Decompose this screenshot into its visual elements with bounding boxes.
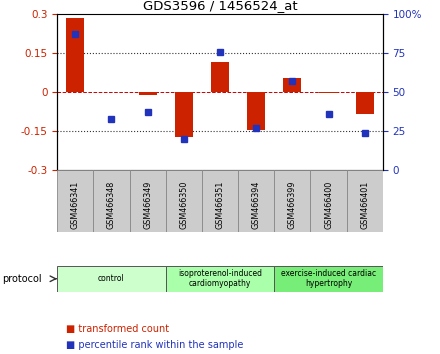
Text: GSM466399: GSM466399: [288, 180, 297, 229]
Bar: [238, 170, 274, 232]
Bar: [274, 170, 311, 232]
Bar: [66, 18, 84, 92]
Bar: [202, 170, 238, 232]
Text: exercise-induced cardiac
hypertrophy: exercise-induced cardiac hypertrophy: [281, 269, 376, 289]
Bar: [283, 78, 301, 92]
Bar: [319, 92, 337, 93]
Bar: [211, 62, 229, 92]
Text: isoproterenol-induced
cardiomyopathy: isoproterenol-induced cardiomyopathy: [178, 269, 262, 289]
Text: GSM466341: GSM466341: [71, 181, 80, 229]
Bar: [356, 92, 374, 114]
Bar: [93, 170, 129, 232]
Bar: [347, 170, 383, 232]
Bar: [274, 266, 383, 292]
Bar: [247, 92, 265, 130]
Bar: [166, 170, 202, 232]
Bar: [57, 170, 93, 232]
Text: protocol: protocol: [2, 274, 42, 284]
Text: ■ percentile rank within the sample: ■ percentile rank within the sample: [66, 340, 243, 350]
Text: GSM466401: GSM466401: [360, 181, 369, 229]
Bar: [166, 266, 274, 292]
Text: GSM466351: GSM466351: [216, 181, 224, 229]
Bar: [311, 170, 347, 232]
Text: GSM466350: GSM466350: [180, 181, 188, 229]
Text: GSM466348: GSM466348: [107, 181, 116, 229]
Text: ■ transformed count: ■ transformed count: [66, 324, 169, 334]
Bar: [139, 92, 157, 95]
Text: GSM466400: GSM466400: [324, 181, 333, 229]
Bar: [129, 170, 166, 232]
Text: GSM466349: GSM466349: [143, 181, 152, 229]
Text: control: control: [98, 274, 125, 283]
Title: GDS3596 / 1456524_at: GDS3596 / 1456524_at: [143, 0, 297, 12]
Bar: [175, 92, 193, 137]
Text: GSM466394: GSM466394: [252, 181, 260, 229]
Bar: [57, 266, 166, 292]
